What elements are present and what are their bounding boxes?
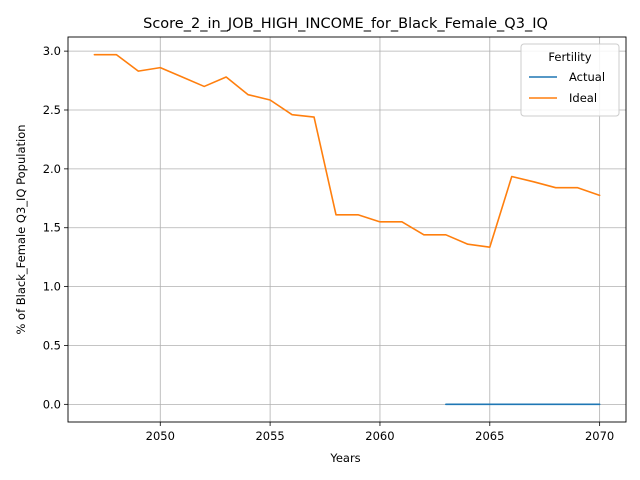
x-tick-label: 2060 (365, 429, 394, 443)
y-tick-label: 1.5 (43, 221, 61, 235)
plot-series (93, 53, 601, 406)
chart-title: Score_2_in_JOB_HIGH_INCOME_for_Black_Fem… (143, 16, 548, 32)
y-tick-label: 1.0 (43, 280, 61, 294)
x-tick-label: 2070 (585, 429, 614, 443)
legend-label-ideal: Ideal (569, 91, 597, 105)
y-tick-label: 0.0 (43, 397, 61, 411)
y-tick-label: 2.5 (43, 103, 61, 117)
y-axis-label: % of Black_Female Q3_IQ Population (14, 124, 28, 334)
legend: Fertility Actual Ideal (520, 43, 620, 117)
y-tick-label: 3.0 (43, 44, 61, 58)
legend-label-actual: Actual (569, 70, 605, 84)
series-line-ideal (93, 53, 601, 248)
x-tick-label: 2065 (475, 429, 504, 443)
legend-title: Fertility (548, 50, 591, 64)
x-axis-label: Years (329, 451, 360, 465)
y-axis: 0.0 0.5 1.0 1.5 2.0 2.5 3.0 (43, 44, 68, 411)
y-tick-label: 0.5 (43, 338, 61, 352)
plot-area-frame (67, 36, 627, 423)
x-axis: 2050 2055 2060 2065 2070 (146, 422, 614, 443)
x-tick-label: 2055 (255, 429, 284, 443)
x-tick-label: 2050 (146, 429, 175, 443)
y-tick-label: 2.0 (43, 162, 61, 176)
